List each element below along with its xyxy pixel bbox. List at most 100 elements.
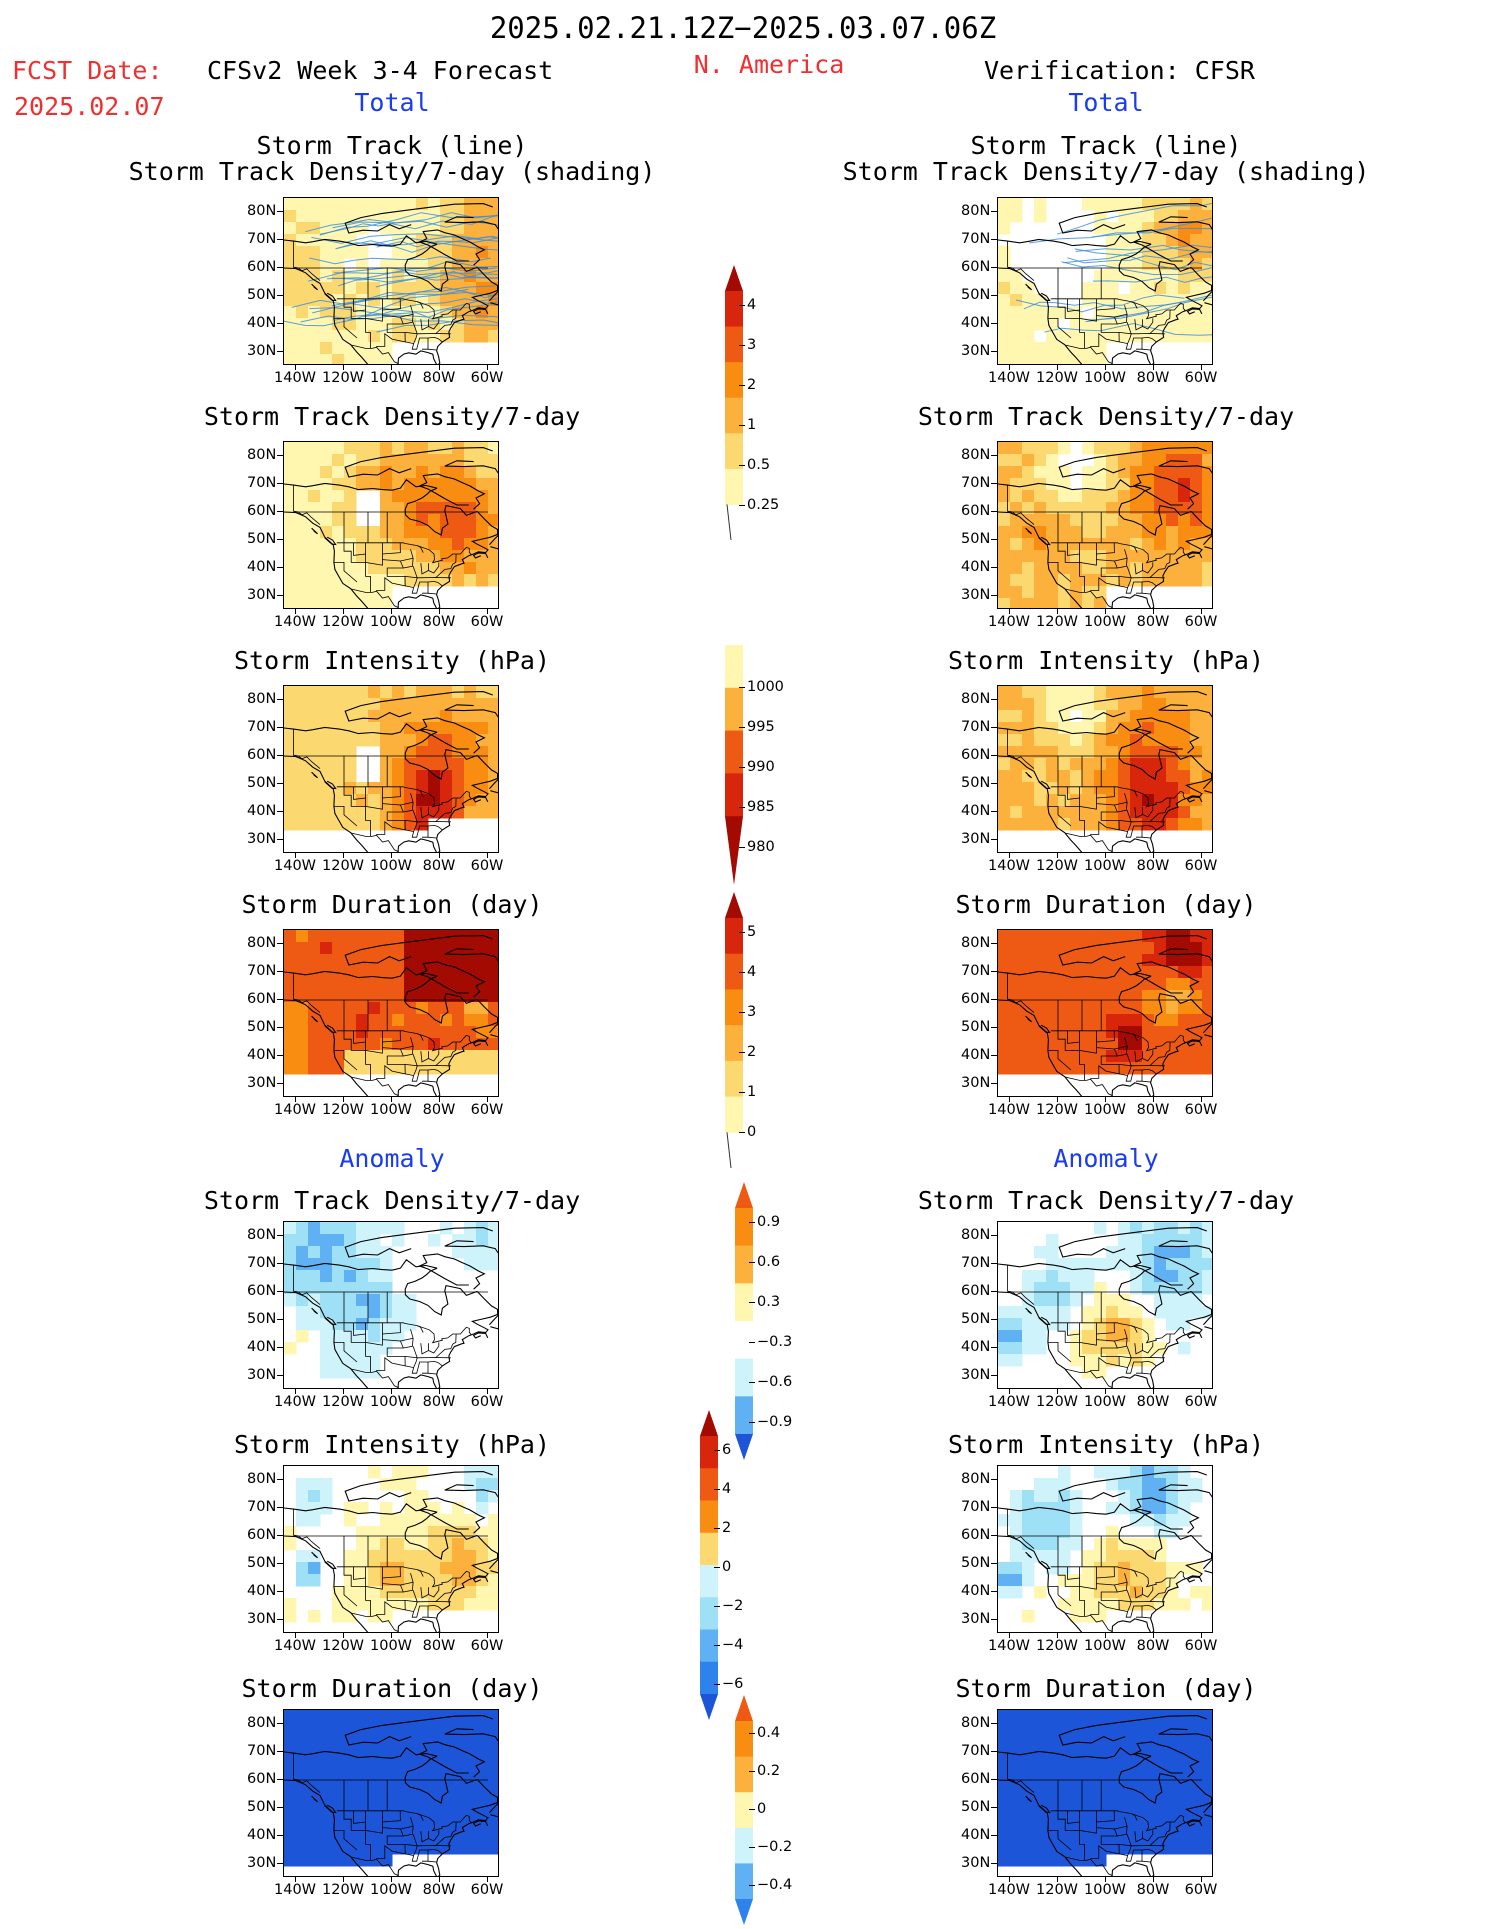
heatmap-cell — [296, 1722, 309, 1735]
heatmap-cell — [356, 930, 369, 943]
heatmap-cell — [320, 1002, 333, 1015]
heatmap-cell — [1022, 442, 1035, 455]
tick-mark — [739, 807, 745, 808]
heatmap-cell — [440, 538, 453, 551]
lon-tick-label: 80W — [423, 615, 456, 630]
heatmap-cell — [440, 454, 453, 467]
heatmap-cell — [1094, 1318, 1107, 1331]
heatmap-cell — [1202, 574, 1213, 587]
heatmap-cell — [404, 1478, 417, 1491]
heatmap-cell — [368, 686, 381, 699]
heatmap-cell — [296, 1514, 309, 1527]
heatmap-cell — [344, 942, 357, 955]
heatmap-cell — [320, 978, 333, 991]
heatmap-cell — [284, 1734, 297, 1747]
lon-tick-label: 80W — [1137, 371, 1170, 386]
heatmap-cell — [1010, 734, 1023, 747]
heatmap-cell — [1142, 1466, 1155, 1479]
heatmap-cell — [296, 1258, 309, 1271]
tick-mark — [1201, 365, 1202, 370]
heatmap-cell — [1166, 1502, 1179, 1515]
heatmap-cell — [296, 1818, 309, 1831]
heatmap-cell — [1046, 1854, 1059, 1867]
tick-mark — [1153, 609, 1154, 614]
heatmap-cell — [380, 1502, 393, 1515]
heatmap-cell — [998, 514, 1011, 527]
heatmap-cell — [464, 1234, 477, 1247]
heatmap-cell — [1082, 1318, 1095, 1331]
heatmap-cell — [1022, 930, 1035, 943]
tick-mark — [991, 455, 997, 456]
heatmap-cell — [440, 1746, 453, 1759]
heatmap-cell — [368, 550, 381, 563]
tick-mark — [739, 465, 745, 466]
heatmap-cell — [1154, 502, 1167, 515]
heatmap-cell — [1166, 1270, 1179, 1283]
heatmap-cell — [416, 698, 429, 711]
heatmap-field — [284, 1222, 499, 1389]
lon-tick-label: 140W — [274, 1639, 316, 1654]
tick-mark — [749, 1222, 755, 1223]
heatmap-cell — [1022, 538, 1035, 551]
heatmap-cell — [296, 454, 309, 467]
lat-tick-label: 40N — [961, 1828, 990, 1843]
panel-title: Storm Duration (day) — [241, 1676, 542, 1701]
heatmap-cell — [452, 330, 465, 343]
heatmap-cell — [284, 1758, 297, 1771]
heatmap-cell — [1142, 954, 1155, 967]
lon-tick-label: 100W — [1084, 371, 1126, 386]
heatmap-cell — [1166, 282, 1179, 295]
heatmap-cell — [344, 770, 357, 783]
heatmap-cell — [1202, 978, 1213, 991]
heatmap-cell — [308, 562, 321, 575]
map-outline — [474, 1333, 488, 1338]
heatmap-cell — [1046, 1270, 1059, 1283]
heatmap-cell — [284, 210, 297, 223]
heatmap-cell — [1082, 954, 1095, 967]
lon-tick-label: 100W — [1084, 1883, 1126, 1898]
heatmap-cell — [380, 1538, 393, 1551]
tick-mark — [1201, 609, 1202, 614]
heatmap-cell — [344, 1782, 357, 1795]
heatmap-cell — [332, 466, 345, 479]
heatmap-cell — [464, 710, 477, 723]
heatmap-cell — [1034, 1342, 1047, 1355]
heatmap-field — [998, 1222, 1213, 1389]
heatmap-cell — [356, 1794, 369, 1807]
heatmap-cell — [308, 502, 321, 515]
heatmap-cell — [332, 954, 345, 967]
heatmap-cell — [1082, 1550, 1095, 1563]
heatmap-cell — [1010, 1586, 1023, 1599]
heatmap-cell — [356, 318, 369, 331]
heatmap-cell — [332, 1270, 345, 1283]
heatmap-cell — [1046, 990, 1059, 1003]
heatmap-cell — [296, 442, 309, 455]
heatmap-cell — [440, 782, 453, 795]
heatmap-cell — [1118, 1306, 1131, 1319]
heatmap-cell — [1106, 1306, 1119, 1319]
heatmap-cell — [284, 794, 297, 807]
tick-mark — [991, 1779, 997, 1780]
heatmap-cell — [464, 1246, 477, 1259]
heatmap-cell — [464, 698, 477, 711]
colorbar-label: −0.4 — [757, 1878, 792, 1893]
heatmap-cell — [476, 770, 489, 783]
heatmap-cell — [284, 574, 297, 587]
panel-title: Storm Track (line) — [257, 133, 528, 158]
heatmap-cell — [428, 686, 441, 699]
heatmap-cell — [1178, 1026, 1191, 1039]
heatmap-cell — [1178, 1294, 1191, 1307]
lon-tick-label: 120W — [1036, 1883, 1078, 1898]
heatmap-cell — [392, 1770, 405, 1783]
heatmap-cell — [1058, 1002, 1071, 1015]
heatmap-cell — [320, 1342, 333, 1355]
heatmap-cell — [296, 282, 309, 295]
heatmap-cell — [320, 1330, 333, 1343]
tick-mark — [277, 1347, 283, 1348]
tick-mark — [739, 1012, 745, 1013]
heatmap-cell — [404, 1586, 417, 1599]
lat-tick-label: 60N — [247, 260, 276, 275]
heatmap-cell — [392, 1222, 405, 1235]
heatmap-cell — [428, 1002, 441, 1015]
colorbar-label: 4 — [747, 965, 756, 980]
